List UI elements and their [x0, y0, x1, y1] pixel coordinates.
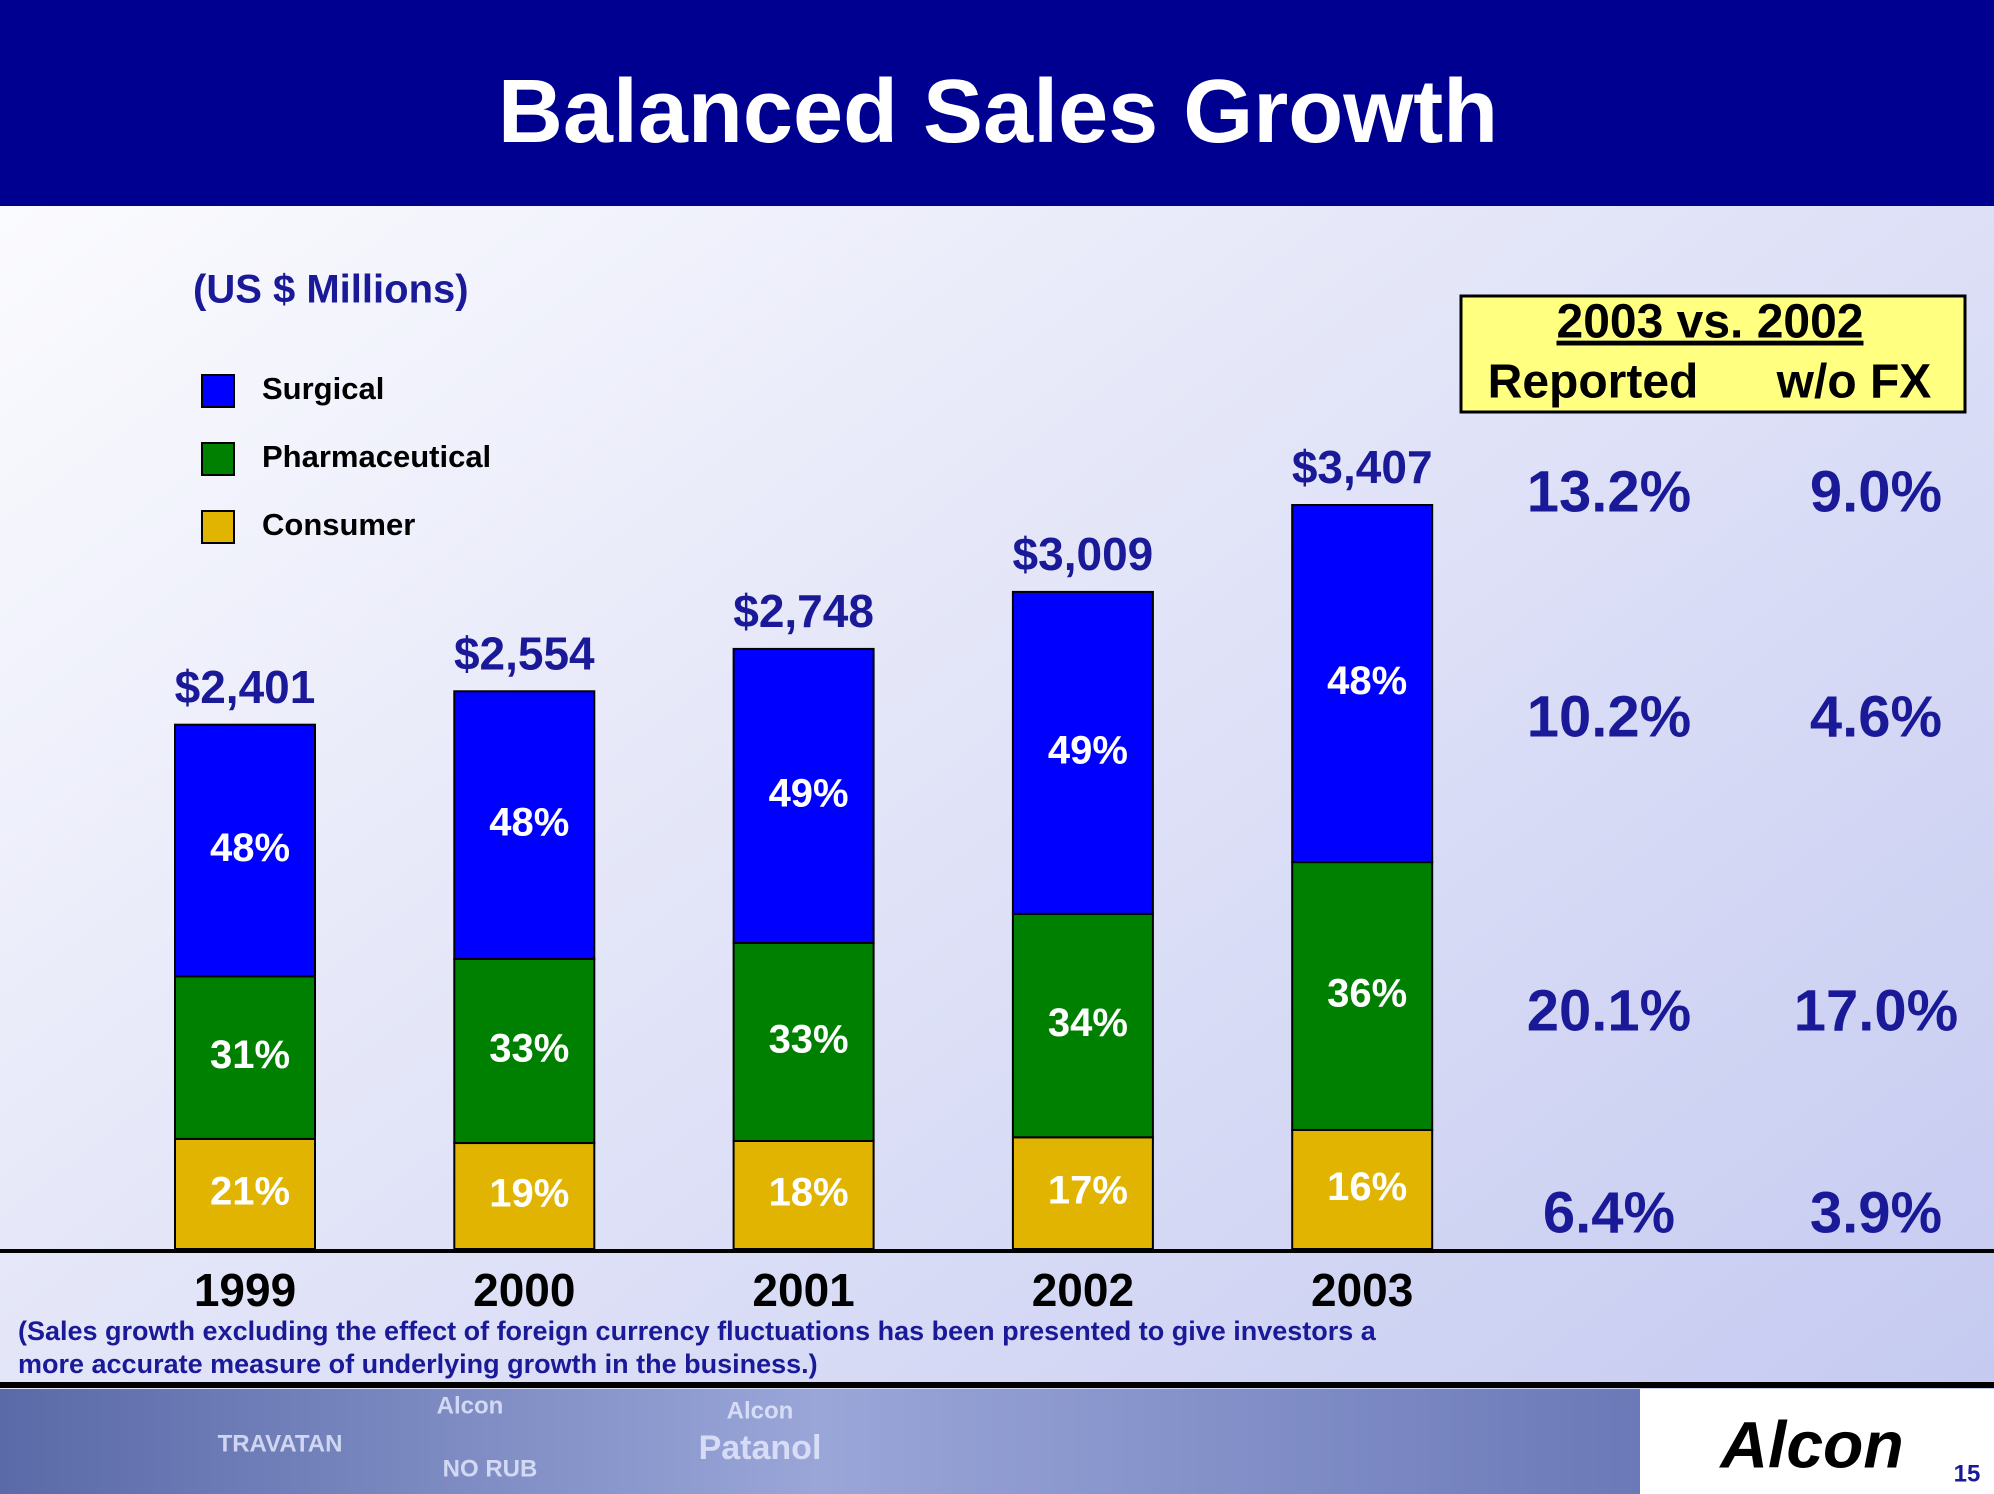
legend-label: Pharmaceutical [262, 439, 491, 474]
total-label: $3,009 [1013, 528, 1154, 580]
bar-segment [1011, 1136, 1154, 1250]
page-number: 15 [1954, 1460, 1981, 1487]
legend-swatch [201, 374, 235, 408]
bar-segment [174, 723, 316, 978]
logo-area [1640, 1389, 1994, 1494]
bar-segment [1291, 504, 1434, 864]
subtitle: (US $ Millions) [193, 268, 469, 312]
bar-segment [732, 647, 875, 944]
bar-segment [453, 957, 596, 1145]
photo-label: NO RUB [443, 1455, 538, 1482]
bar-segment [174, 1137, 316, 1250]
legend-swatch [201, 442, 235, 476]
segment-label: 31% [210, 1033, 290, 1077]
bar-segment [453, 1142, 596, 1250]
bar-segment [1291, 861, 1434, 1131]
header-band [0, 0, 1994, 206]
total-label: $2,554 [454, 627, 595, 679]
segment-label: 49% [769, 771, 849, 815]
bar-segment [453, 690, 596, 960]
segment-label: 33% [769, 1018, 849, 1062]
segment-label: 17% [1048, 1169, 1128, 1213]
total-label: $2,748 [733, 585, 874, 637]
growth-value: 10.2% [1527, 684, 1691, 749]
x-tick-label: 2001 [752, 1264, 854, 1316]
bar-segment [174, 975, 316, 1140]
growth-value: 4.6% [1810, 684, 1942, 749]
growth-value: 6.4% [1543, 1180, 1675, 1245]
bar-segment [732, 1139, 875, 1251]
photo-strip [0, 1389, 1640, 1494]
bar-segment [1011, 590, 1154, 915]
segment-label: 18% [769, 1171, 849, 1215]
growth-column: w/o FX [1776, 356, 1932, 409]
total-label: $2,401 [175, 661, 316, 713]
segment-label: 33% [489, 1027, 569, 1071]
segment-label: 48% [489, 801, 569, 845]
photo-label: Patanol [699, 1429, 822, 1467]
growth-value: 17.0% [1794, 978, 1958, 1043]
segment-label: 34% [1048, 1001, 1128, 1045]
growth-value: 3.9% [1810, 1180, 1942, 1245]
segment-label: 19% [489, 1172, 569, 1216]
logo: Alcon [1718, 1407, 1903, 1481]
growth-title: 2003 vs. 2002 [1557, 296, 1864, 349]
footnote: (Sales growth excluding the effect of fo… [18, 1316, 1377, 1346]
photo-label: Alcon [727, 1397, 794, 1424]
segment-label: 21% [210, 1170, 290, 1214]
segment-label: 48% [210, 826, 290, 870]
legend-label: Consumer [262, 507, 415, 542]
photo-label: TRAVATAN [218, 1430, 343, 1457]
bar-segment [732, 941, 875, 1142]
segment-label: 49% [1048, 728, 1128, 772]
bar-segment [1291, 1128, 1434, 1250]
legend-swatch [201, 510, 235, 544]
legend-label: Surgical [262, 371, 384, 406]
segment-label: 16% [1327, 1165, 1407, 1209]
x-tick-label: 2003 [1311, 1264, 1413, 1316]
footnote: more accurate measure of underlying grow… [18, 1349, 818, 1379]
x-tick-label: 1999 [194, 1264, 296, 1316]
total-label: $3,407 [1292, 441, 1433, 493]
growth-column: Reported [1488, 356, 1699, 409]
growth-value: 13.2% [1527, 459, 1691, 524]
x-tick-label: 2002 [1032, 1264, 1134, 1316]
photo-label: Alcon [437, 1392, 504, 1419]
title: Balanced Sales Growth [498, 62, 1498, 162]
bar-segment [1011, 912, 1154, 1139]
segment-label: 48% [1327, 659, 1407, 703]
growth-header-box [1459, 294, 1967, 414]
growth-value: 20.1% [1527, 978, 1691, 1043]
growth-value: 9.0% [1810, 459, 1942, 524]
x-tick-label: 2000 [473, 1264, 575, 1316]
segment-label: 36% [1327, 972, 1407, 1016]
